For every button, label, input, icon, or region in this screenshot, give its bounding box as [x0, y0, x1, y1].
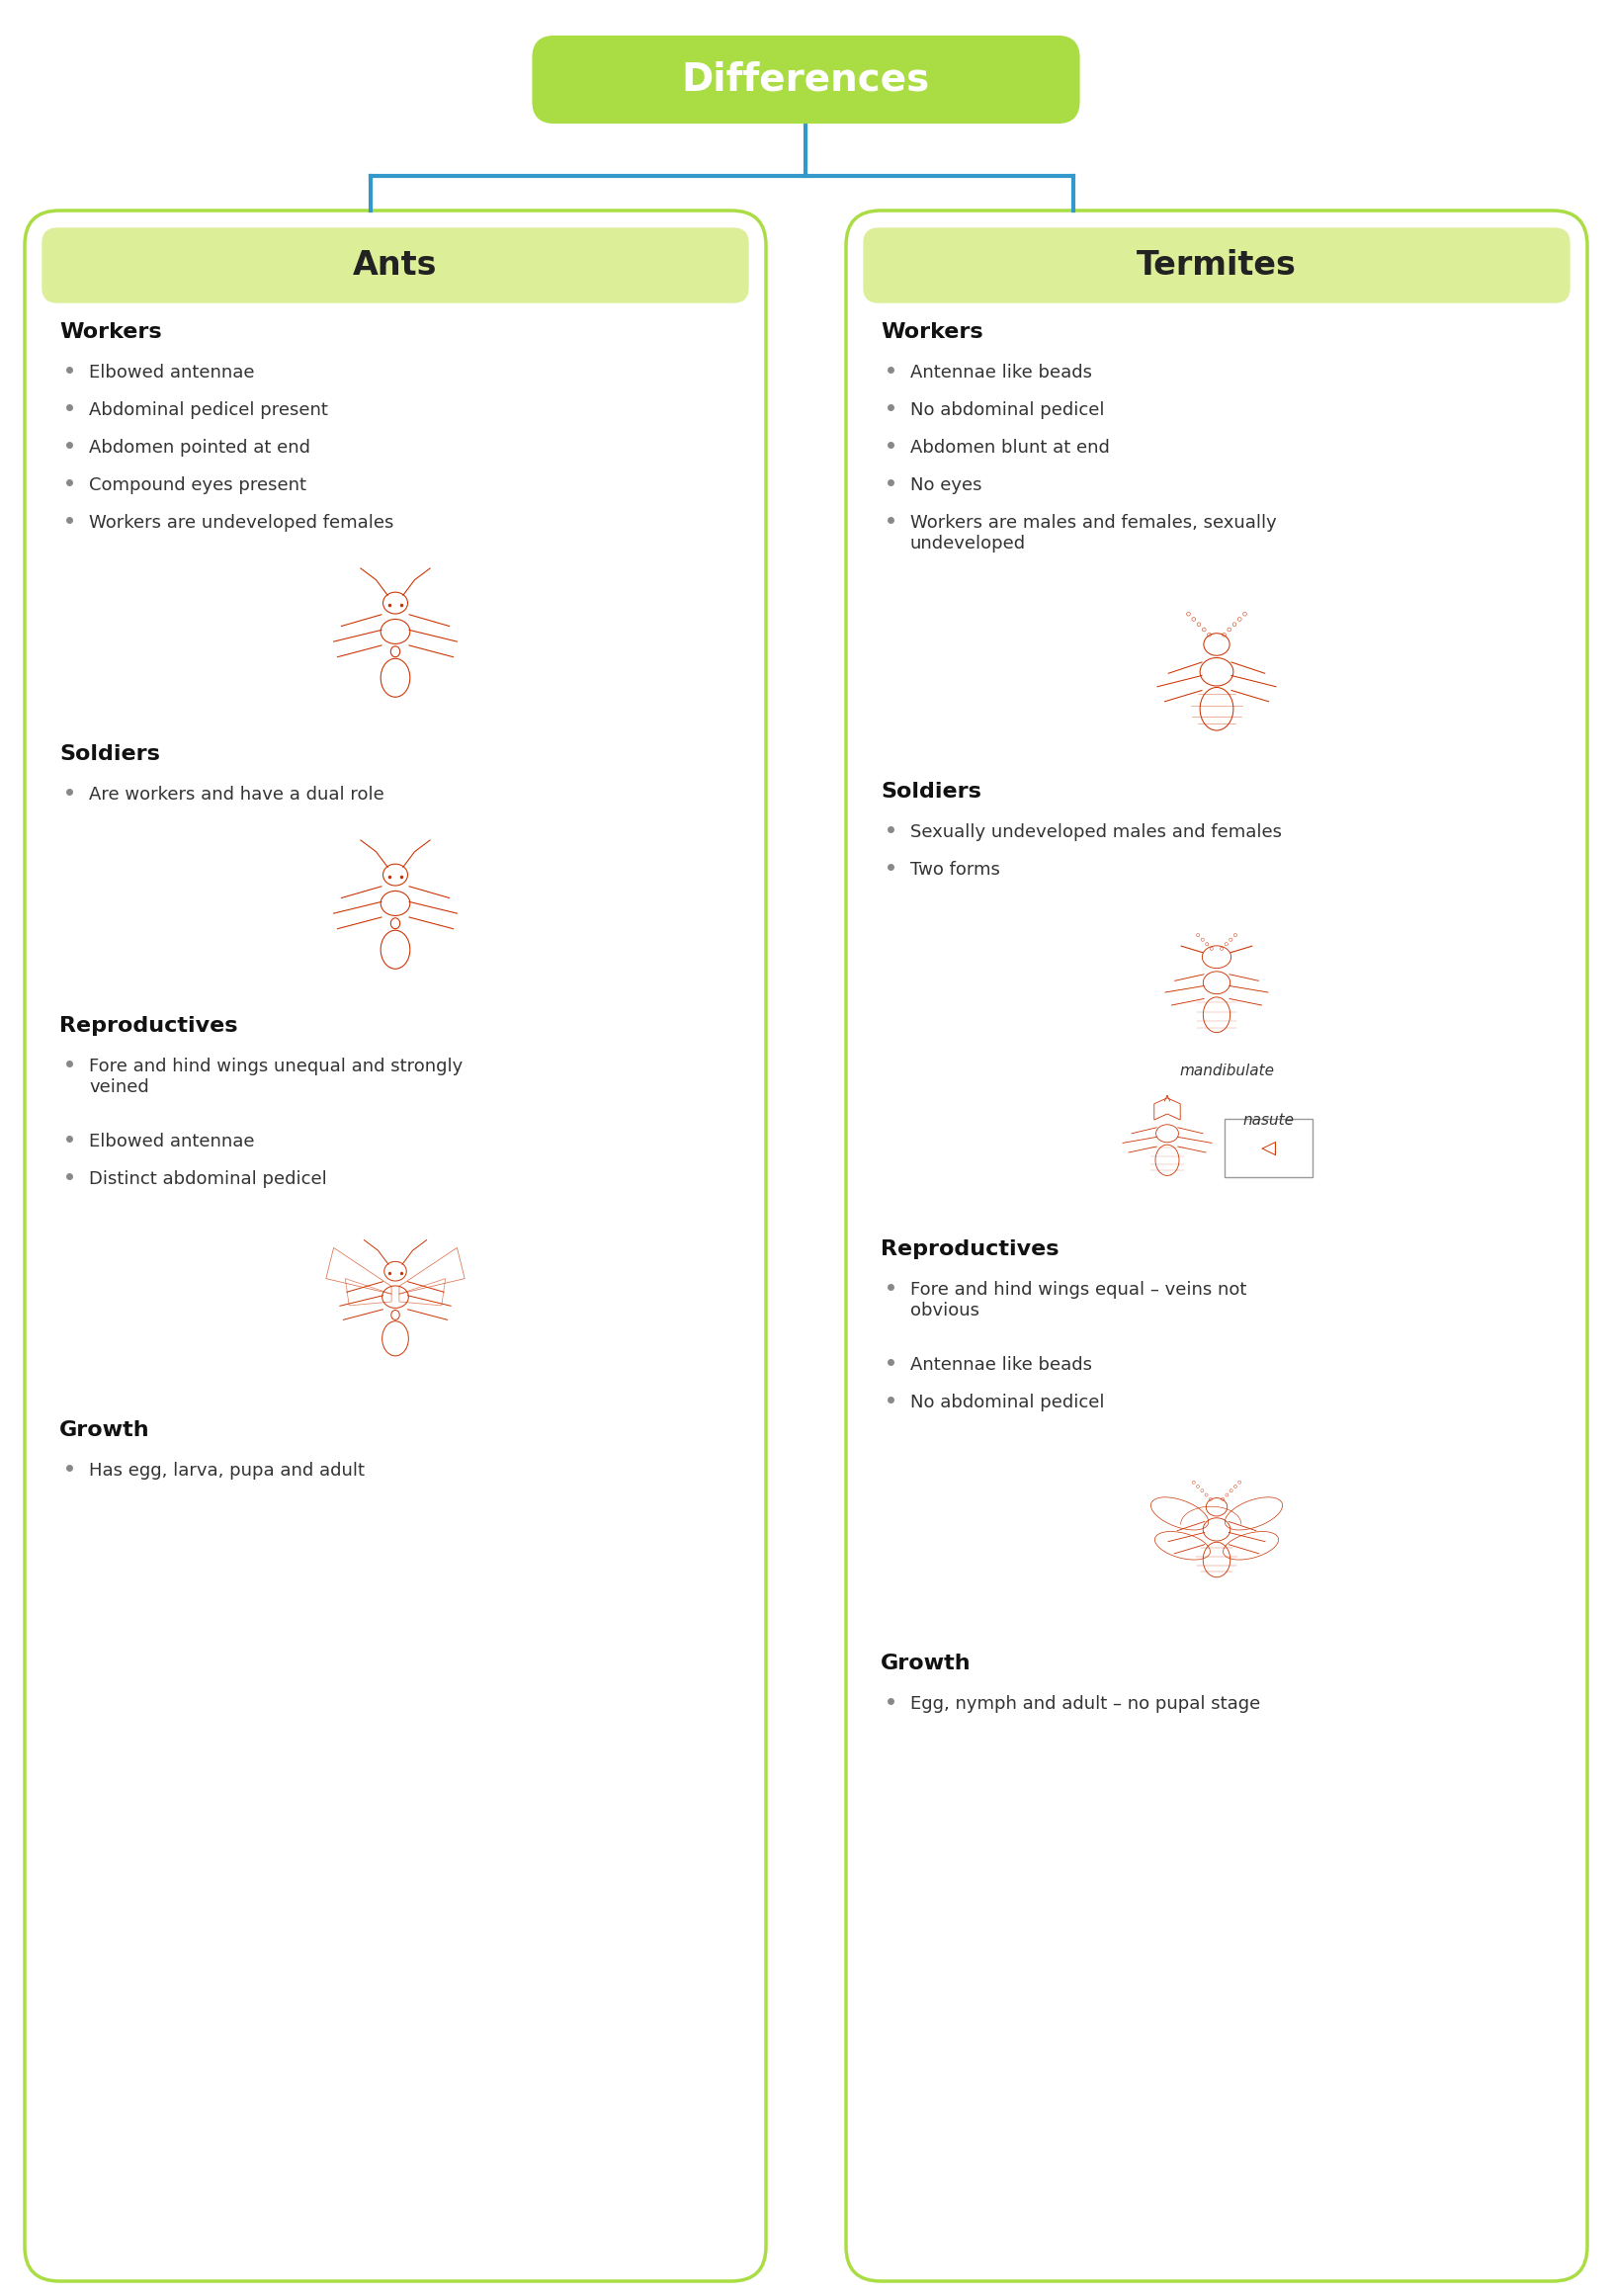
Text: No eyes: No eyes [910, 475, 981, 494]
FancyBboxPatch shape [24, 211, 765, 2282]
Text: Abdomen blunt at end: Abdomen blunt at end [910, 439, 1108, 457]
Text: Elbowed antennae: Elbowed antennae [89, 1132, 255, 1150]
Text: Are workers and have a dual role: Are workers and have a dual role [89, 785, 383, 804]
Text: Egg, nymph and adult – no pupal stage: Egg, nymph and adult – no pupal stage [910, 1694, 1260, 1713]
Text: mandibulate: mandibulate [1178, 1063, 1273, 1079]
Text: nasute: nasute [1242, 1114, 1294, 1127]
Text: Compound eyes present: Compound eyes present [89, 475, 306, 494]
Text: Workers: Workers [60, 321, 161, 342]
Text: Sexually undeveloped males and females: Sexually undeveloped males and females [910, 824, 1281, 840]
Text: Ants: Ants [353, 248, 437, 282]
Text: Antennae like beads: Antennae like beads [910, 363, 1091, 381]
Text: Antennae like beads: Antennae like beads [910, 1357, 1091, 1373]
Text: Elbowed antennae: Elbowed antennae [89, 363, 255, 381]
Text: Has egg, larva, pupa and adult: Has egg, larva, pupa and adult [89, 1463, 364, 1479]
Text: Growth: Growth [880, 1653, 970, 1674]
FancyBboxPatch shape [846, 211, 1587, 2282]
FancyBboxPatch shape [533, 37, 1078, 122]
Text: Termites: Termites [1136, 248, 1295, 282]
Text: Abdominal pedicel present: Abdominal pedicel present [89, 402, 327, 420]
Text: Soldiers: Soldiers [880, 783, 981, 801]
Text: Reproductives: Reproductives [880, 1240, 1058, 1258]
Text: Workers are males and females, sexually
undeveloped: Workers are males and females, sexually … [910, 514, 1276, 553]
Text: Growth: Growth [60, 1421, 150, 1440]
FancyBboxPatch shape [1224, 1118, 1311, 1178]
Text: Abdomen pointed at end: Abdomen pointed at end [89, 439, 311, 457]
FancyBboxPatch shape [42, 227, 748, 303]
Text: No abdominal pedicel: No abdominal pedicel [910, 1394, 1104, 1412]
Text: Differences: Differences [681, 60, 930, 99]
Text: ◁: ◁ [1260, 1139, 1274, 1157]
Text: Workers: Workers [880, 321, 983, 342]
Text: Reproductives: Reproductives [60, 1017, 237, 1035]
Text: No abdominal pedicel: No abdominal pedicel [910, 402, 1104, 420]
Text: Soldiers: Soldiers [60, 744, 159, 765]
Text: Fore and hind wings equal – veins not
obvious: Fore and hind wings equal – veins not ob… [910, 1281, 1245, 1320]
Text: Fore and hind wings unequal and strongly
veined: Fore and hind wings unequal and strongly… [89, 1058, 462, 1095]
FancyBboxPatch shape [863, 227, 1569, 303]
Text: Workers are undeveloped females: Workers are undeveloped females [89, 514, 393, 533]
Text: Two forms: Two forms [910, 861, 999, 879]
Text: Distinct abdominal pedicel: Distinct abdominal pedicel [89, 1171, 327, 1187]
